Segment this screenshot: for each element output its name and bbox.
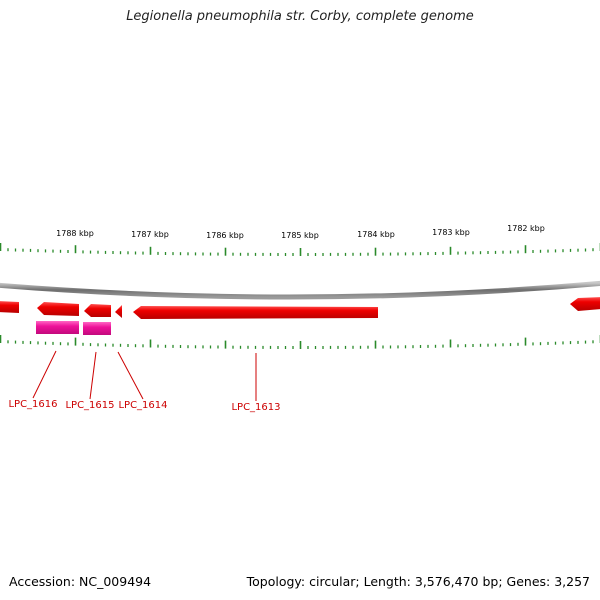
gene-label-lpc-1615[interactable]: LPC_1615 <box>65 400 114 411</box>
gene-feature-lpc-1616[interactable] <box>37 302 79 316</box>
scale-label: 1787 kbp <box>131 230 169 239</box>
leader-line-lpc-1616 <box>32 350 57 399</box>
rna-feature-lpc-1616[interactable] <box>36 321 79 334</box>
gene-label-lpc-1616[interactable]: LPC_1616 <box>8 399 57 410</box>
gene-feature-lpc-1613[interactable] <box>133 306 378 319</box>
gene-feature-lpc-1614[interactable] <box>115 305 122 318</box>
lower-scale-ticks <box>0 335 600 349</box>
gene-feature-left-edge[interactable] <box>0 301 19 313</box>
gene-feature-right-edge[interactable] <box>570 297 600 311</box>
genome-summary-text: Topology: circular; Length: 3,576,470 bp… <box>246 574 590 589</box>
scale-label: 1786 kbp <box>206 231 244 240</box>
gene-labels: LPC_1616 LPC_1615 LPC_1614 LPC_1613 <box>8 399 280 413</box>
scale-labels: 1788 kbp 1787 kbp 1786 kbp 1785 kbp 1784… <box>56 224 545 240</box>
gene-label-leaders <box>32 350 257 401</box>
gene-label-lpc-1613[interactable]: LPC_1613 <box>231 402 280 413</box>
genome-backbone <box>0 280 600 300</box>
scale-label: 1788 kbp <box>56 229 94 238</box>
rna-feature-lpc-1615[interactable] <box>83 322 111 335</box>
rna-track <box>36 321 111 335</box>
scale-label: 1784 kbp <box>357 230 395 239</box>
gene-label-lpc-1614[interactable]: LPC_1614 <box>118 400 167 411</box>
scale-label: 1785 kbp <box>281 231 319 240</box>
accession-text: Accession: NC_009494 <box>9 574 152 589</box>
leader-line-lpc-1615 <box>89 351 97 400</box>
cds-track <box>0 297 600 319</box>
genome-title: Legionella pneumophila str. Corby, compl… <box>126 9 474 24</box>
scale-label: 1782 kbp <box>507 224 545 233</box>
upper-scale-ticks <box>0 243 600 256</box>
leader-line-lpc-1614 <box>117 351 144 400</box>
scale-label: 1783 kbp <box>432 228 470 237</box>
gene-feature-lpc-1615[interactable] <box>84 304 111 317</box>
